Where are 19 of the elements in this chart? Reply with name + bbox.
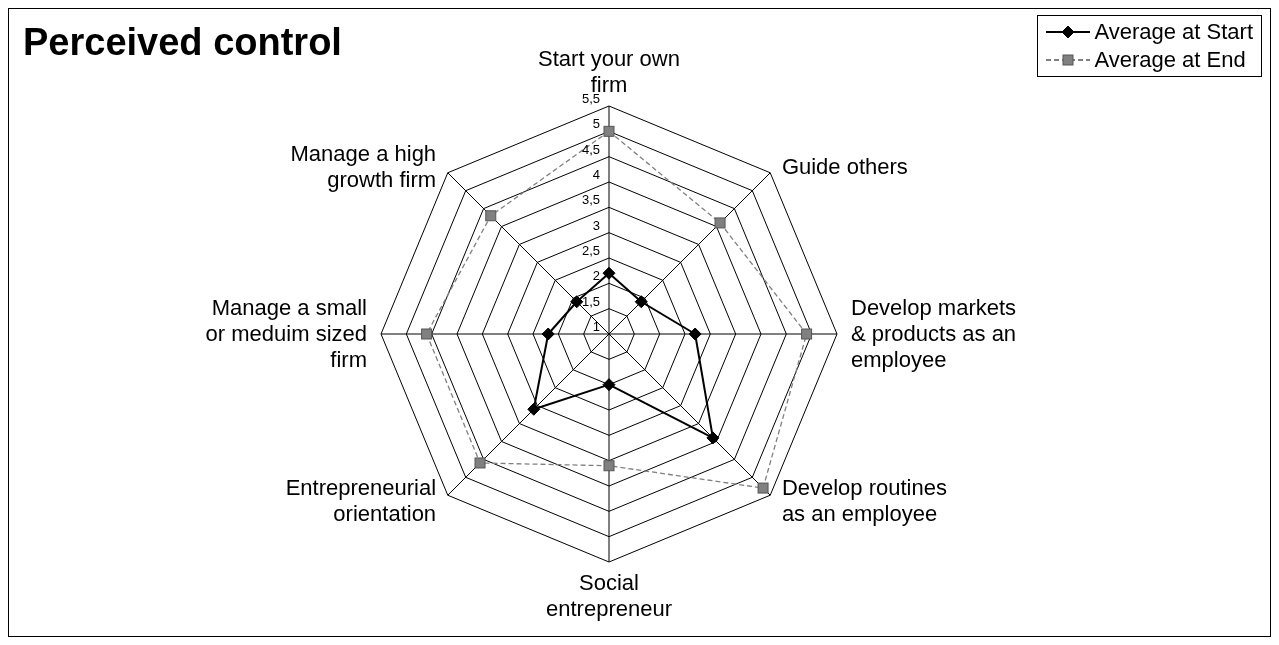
spoke-label: Manage a small or meduim sized firm <box>205 295 367 372</box>
y-tick-label: 1,5 <box>581 293 600 309</box>
y-tick-label: 2,5 <box>581 243 600 258</box>
y-tick-label: 4,5 <box>581 141 600 157</box>
y-tick-label: 3 <box>592 217 600 233</box>
y-tick-label: 3,5 <box>581 192 600 208</box>
chart-title: Perceived control <box>23 21 342 64</box>
y-tick-label: 5 <box>592 116 600 132</box>
spoke-label: Develop markets & products as an employee <box>851 295 1017 372</box>
y-tick-label: 1 <box>592 319 600 334</box>
y-tick-label: 2 <box>592 268 600 284</box>
y-tick-label: 4 <box>592 167 600 182</box>
spoke-label: Entrepreneurial orientation <box>285 474 437 526</box>
legend-label: Average at Start <box>1093 18 1253 46</box>
legend-label: Average at End <box>1093 46 1247 74</box>
spoke-label: Manage a high growth firm <box>290 141 437 193</box>
spoke-label: Guide others <box>781 154 908 180</box>
spoke-label: Develop routines as an employee <box>781 474 947 526</box>
spoke-label: Social entrepreneur <box>546 570 672 621</box>
